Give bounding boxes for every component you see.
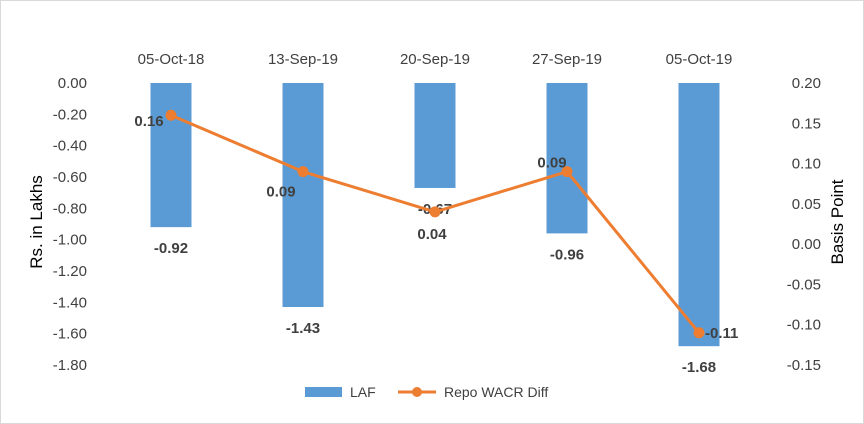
- y-right-tick-label: 0.15: [792, 115, 821, 132]
- y-right-tick-label: 0.10: [792, 156, 821, 173]
- y-left-tick-label: -0.60: [53, 169, 87, 186]
- bar-data-label: -0.92: [154, 240, 188, 257]
- x-tick-label: 27-Sep-19: [532, 51, 602, 68]
- y-left-tick-label: -0.80: [53, 200, 87, 217]
- bar: [678, 83, 720, 347]
- y-left-tick-labels: 0.00 -0.20 -0.40 -0.60 -0.80 -1.00 -1.20 -1.40 -…: [53, 75, 87, 374]
- line-data-label: -0.11: [705, 325, 738, 342]
- y-left-axis-title: Rs. in Lakhs: [27, 175, 46, 269]
- y-left-tick-label: -1.20: [53, 263, 87, 280]
- line-marker: [693, 327, 705, 339]
- x-tick-label: 05-Oct-19: [666, 51, 733, 68]
- line-data-labels: 0.16 0.09 0.04 0.09 -0.11: [134, 113, 738, 342]
- y-left-tick-label: -1.60: [53, 326, 87, 343]
- line-marker: [429, 206, 441, 218]
- bar: [546, 83, 588, 234]
- legend-swatch-laf: [305, 387, 342, 397]
- y-right-tick-label: -0.15: [787, 357, 821, 374]
- y-left-tick-label: 0.00: [58, 75, 87, 92]
- line-data-label: 0.09: [537, 155, 566, 172]
- legend-label-laf: LAF: [350, 384, 376, 400]
- x-tick-label: 20-Sep-19: [400, 51, 470, 68]
- line-data-label: 0.04: [417, 226, 447, 243]
- y-right-tick-label: 0.05: [792, 196, 821, 213]
- y-right-axis-title: Basis Point: [828, 179, 847, 264]
- y-right-tick-label: 0.00: [792, 236, 821, 253]
- line-marker: [165, 109, 177, 121]
- bar: [150, 83, 192, 228]
- line-marker: [297, 166, 309, 178]
- y-right-tick-label: -0.10: [787, 317, 821, 334]
- x-tick-label: 13-Sep-19: [268, 51, 338, 68]
- legend-marker-repo-wacr-diff: [412, 387, 422, 397]
- y-left-tick-label: -1.80: [53, 357, 87, 374]
- y-left-tick-label: -1.00: [53, 232, 87, 249]
- line-data-label: 0.16: [134, 113, 163, 130]
- legend-label-repo-wacr-diff: Repo WACR Diff: [444, 384, 548, 400]
- y-left-tick-label: -0.40: [53, 138, 87, 155]
- legend: LAF Repo WACR Diff: [305, 384, 548, 400]
- y-right-tick-label: 0.20: [792, 75, 821, 92]
- y-right-tick-label: -0.05: [787, 276, 821, 293]
- line-marker: [561, 166, 573, 178]
- bar-data-label: -0.96: [550, 246, 584, 263]
- line-data-label: 0.09: [266, 184, 295, 201]
- bar-data-label: -1.43: [286, 320, 320, 337]
- y-left-tick-label: -1.40: [53, 294, 87, 311]
- x-tick-label: 05-Oct-18: [138, 51, 205, 68]
- bar-data-label: -1.68: [682, 359, 716, 376]
- line-series-repo-wacr-diff: [165, 109, 705, 339]
- bar-series-laf: [150, 83, 720, 347]
- bar: [282, 83, 324, 308]
- bar: [414, 83, 456, 188]
- y-right-tick-labels: 0.20 0.15 0.10 0.05 0.00 -0.05 -0.10 -0.15: [787, 75, 821, 374]
- y-left-tick-label: -0.20: [53, 106, 87, 123]
- x-tick-labels: 05-Oct-18 13-Sep-19 20-Sep-19 27-Sep-19 05-O…: [138, 51, 733, 68]
